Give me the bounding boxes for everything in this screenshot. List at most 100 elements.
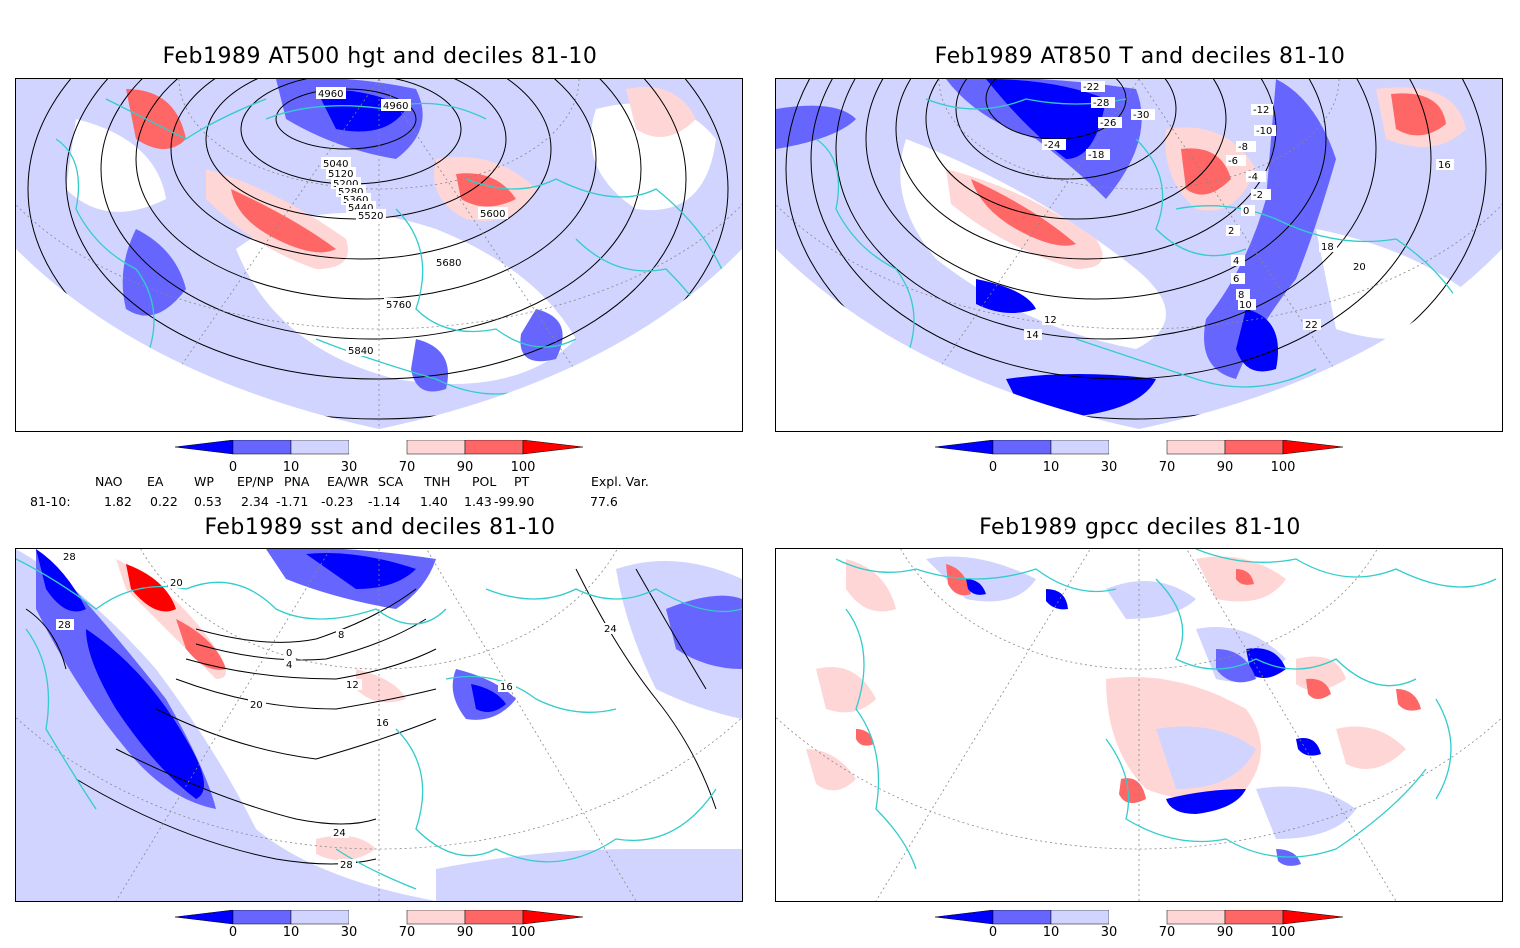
index-header: Expl. Var.: [591, 474, 649, 489]
svg-text:5760: 5760: [386, 300, 411, 311]
colorbar-label: 100: [510, 460, 536, 475]
svg-text:-24: -24: [1044, 140, 1060, 151]
svg-text:28: 28: [58, 620, 71, 631]
colorbar-label: 90: [456, 925, 474, 940]
svg-text:6: 6: [1233, 274, 1239, 285]
svg-text:24: 24: [333, 828, 346, 839]
svg-text:0: 0: [1243, 206, 1249, 217]
svg-text:18: 18: [1321, 242, 1334, 253]
svg-text:4960: 4960: [318, 89, 343, 100]
index-header: WP: [194, 474, 214, 489]
svg-text:-10: -10: [1256, 126, 1272, 137]
colorbar-label: 100: [1270, 460, 1296, 475]
map-hgt500: 4960 4960 5040 5120 5200 5280 5360 5440 …: [15, 78, 743, 432]
panel-title-t850: Feb1989 AT850 T and deciles 81-10: [934, 44, 1346, 69]
svg-text:12: 12: [346, 680, 359, 691]
colorbar-label: 10: [1042, 460, 1060, 475]
svg-text:5680: 5680: [436, 258, 461, 269]
panel-title-gpcc: Feb1989 gpcc deciles 81-10: [979, 515, 1301, 540]
colorbar-label: 70: [398, 460, 416, 475]
index-value: 2.34: [241, 494, 269, 509]
svg-text:2: 2: [1228, 226, 1234, 237]
svg-text:4: 4: [286, 660, 292, 671]
panel-title-sst: Feb1989 sst and deciles 81-10: [204, 515, 556, 540]
svg-text:8: 8: [1238, 290, 1244, 301]
colorbar-label: 10: [1042, 925, 1060, 940]
colorbar-sst: 0 10 30 70 90 100: [175, 910, 595, 948]
svg-text:-26: -26: [1100, 118, 1116, 129]
svg-text:5440: 5440: [348, 203, 373, 214]
index-value: 0.53: [194, 494, 222, 509]
index-value: 1.82: [104, 494, 132, 509]
index-value: 0.22: [150, 494, 178, 509]
svg-text:-4: -4: [1248, 172, 1258, 183]
map-t850: -22 -28 -26 -30 -24 -18 -12 -10 -8 -6 -4…: [775, 78, 1503, 432]
colorbar-label: 0: [988, 925, 998, 940]
svg-text:8: 8: [338, 630, 344, 641]
svg-text:16: 16: [1438, 160, 1451, 171]
colorbar-label: 90: [1216, 460, 1234, 475]
colorbar-label: 30: [1100, 925, 1118, 940]
map-gpcc: [775, 548, 1503, 902]
colorbar-label: 100: [1270, 925, 1296, 940]
svg-text:-18: -18: [1088, 150, 1104, 161]
colorbar-arrow-high: [522, 440, 584, 455]
index-row-label: 81-10:: [30, 494, 71, 509]
index-header: EA/WR: [327, 474, 369, 489]
svg-text:24: 24: [604, 624, 617, 635]
colorbar-label: 0: [228, 925, 238, 940]
colorbar-t850: 0 10 30 70 90 100: [935, 440, 1355, 478]
svg-text:-22: -22: [1083, 82, 1099, 93]
svg-text:28: 28: [340, 860, 353, 871]
svg-text:5040: 5040: [323, 159, 348, 170]
colorbar-label: 100: [510, 925, 536, 940]
colorbar-hgt500: 0 10 30 70 90 100: [175, 440, 595, 478]
colorbar-arrow-low: [175, 440, 234, 455]
index-header: POL: [472, 474, 497, 489]
svg-text:5280: 5280: [338, 187, 363, 198]
svg-text:-2: -2: [1253, 190, 1263, 201]
index-header: SCA: [378, 474, 404, 489]
colorbar-label: 0: [988, 460, 998, 475]
svg-text:10: 10: [1239, 300, 1252, 311]
svg-text:20: 20: [170, 578, 183, 589]
svg-text:5360: 5360: [343, 195, 368, 206]
svg-text:5600: 5600: [480, 209, 505, 220]
colorbar-label: 30: [340, 460, 358, 475]
index-value: -1.71: [276, 494, 309, 509]
colorbar-label: 90: [1216, 925, 1234, 940]
contour-labels-sst: 28 20 28 0 4 8 12 16 20 24 28 16 24: [56, 551, 620, 871]
svg-text:16: 16: [376, 718, 389, 729]
map-sst: 28 20 28 0 4 8 12 16 20 24 28 16 24: [15, 548, 743, 902]
colorbar-gpcc: 0 10 30 70 90 100: [935, 910, 1355, 948]
index-header: TNH: [424, 474, 451, 489]
svg-text:5840: 5840: [348, 346, 373, 357]
index-header: PNA: [284, 474, 310, 489]
svg-text:5200: 5200: [333, 179, 358, 190]
svg-text:4960: 4960: [383, 101, 408, 112]
index-value: -1.14: [368, 494, 401, 509]
colorbar-label: 10: [282, 925, 300, 940]
svg-text:-30: -30: [1133, 110, 1149, 121]
colorbar-label: 10: [282, 460, 300, 475]
colorbar-label: 70: [1158, 925, 1176, 940]
svg-text:5520: 5520: [358, 211, 383, 222]
colorbar-label: 90: [456, 460, 474, 475]
colorbar-label: 0: [228, 460, 238, 475]
svg-text:22: 22: [1305, 320, 1318, 331]
colorbar-label: 70: [1158, 460, 1176, 475]
svg-text:14: 14: [1026, 330, 1039, 341]
colorbar-label: 30: [1100, 460, 1118, 475]
index-header: EP/NP: [237, 474, 274, 489]
svg-text:20: 20: [1353, 262, 1366, 273]
colorbar-label: 30: [340, 925, 358, 940]
svg-text:0: 0: [286, 648, 292, 659]
svg-text:28: 28: [63, 552, 76, 563]
contour-labels-t850: -22 -28 -26 -30 -24 -18 -12 -10 -8 -6 -4…: [1024, 81, 1454, 341]
svg-text:-8: -8: [1238, 142, 1248, 153]
svg-text:16: 16: [500, 682, 513, 693]
index-header: EA: [147, 474, 164, 489]
colorbar-label: 70: [398, 925, 416, 940]
index-header: NAO: [95, 474, 123, 489]
panel-title-hgt500: Feb1989 AT500 hgt and deciles 81-10: [162, 44, 598, 69]
